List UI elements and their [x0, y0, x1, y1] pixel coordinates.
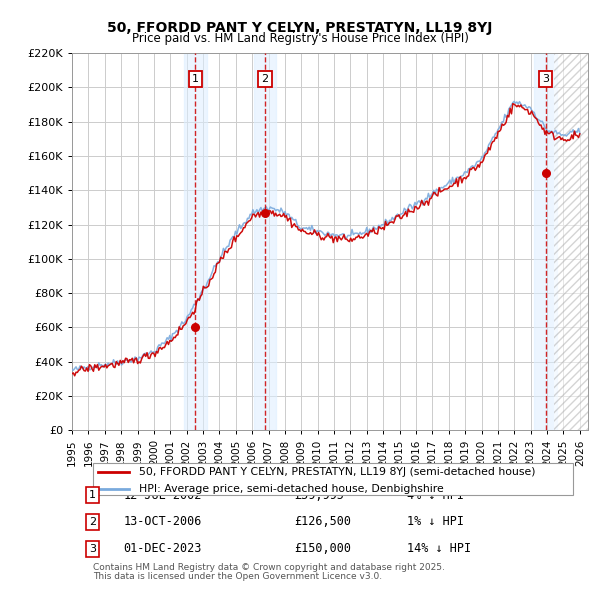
Text: 4% ↓ HPI: 4% ↓ HPI	[407, 489, 464, 502]
Text: £150,000: £150,000	[294, 542, 351, 555]
Text: £126,500: £126,500	[294, 516, 351, 529]
Text: 3: 3	[542, 74, 549, 84]
Text: This data is licensed under the Open Government Licence v3.0.: This data is licensed under the Open Gov…	[92, 572, 382, 581]
Bar	[254, 53, 277, 430]
Text: 50, FFORDD PANT Y CELYN, PRESTATYN, LL19 8YJ (semi-detached house): 50, FFORDD PANT Y CELYN, PRESTATYN, LL19…	[139, 467, 536, 477]
Text: 50, FFORDD PANT Y CELYN, PRESTATYN, LL19 8YJ: 50, FFORDD PANT Y CELYN, PRESTATYN, LL19…	[107, 21, 493, 35]
Text: 13-OCT-2006: 13-OCT-2006	[124, 516, 202, 529]
FancyBboxPatch shape	[92, 463, 572, 496]
Text: 2: 2	[89, 517, 96, 527]
Bar	[554, 53, 588, 430]
Bar	[184, 53, 207, 430]
Bar	[534, 53, 557, 430]
Text: Price paid vs. HM Land Registry's House Price Index (HPI): Price paid vs. HM Land Registry's House …	[131, 32, 469, 45]
Text: 01-DEC-2023: 01-DEC-2023	[124, 542, 202, 555]
Text: 1: 1	[192, 74, 199, 84]
Text: £59,995: £59,995	[294, 489, 344, 502]
Text: 12-JUL-2002: 12-JUL-2002	[124, 489, 202, 502]
Text: 3: 3	[89, 543, 96, 553]
Text: 1: 1	[89, 490, 96, 500]
Text: 14% ↓ HPI: 14% ↓ HPI	[407, 542, 472, 555]
Text: Contains HM Land Registry data © Crown copyright and database right 2025.: Contains HM Land Registry data © Crown c…	[92, 563, 445, 572]
Text: 2: 2	[262, 74, 269, 84]
Text: HPI: Average price, semi-detached house, Denbighshire: HPI: Average price, semi-detached house,…	[139, 484, 444, 494]
Text: 1% ↓ HPI: 1% ↓ HPI	[407, 516, 464, 529]
